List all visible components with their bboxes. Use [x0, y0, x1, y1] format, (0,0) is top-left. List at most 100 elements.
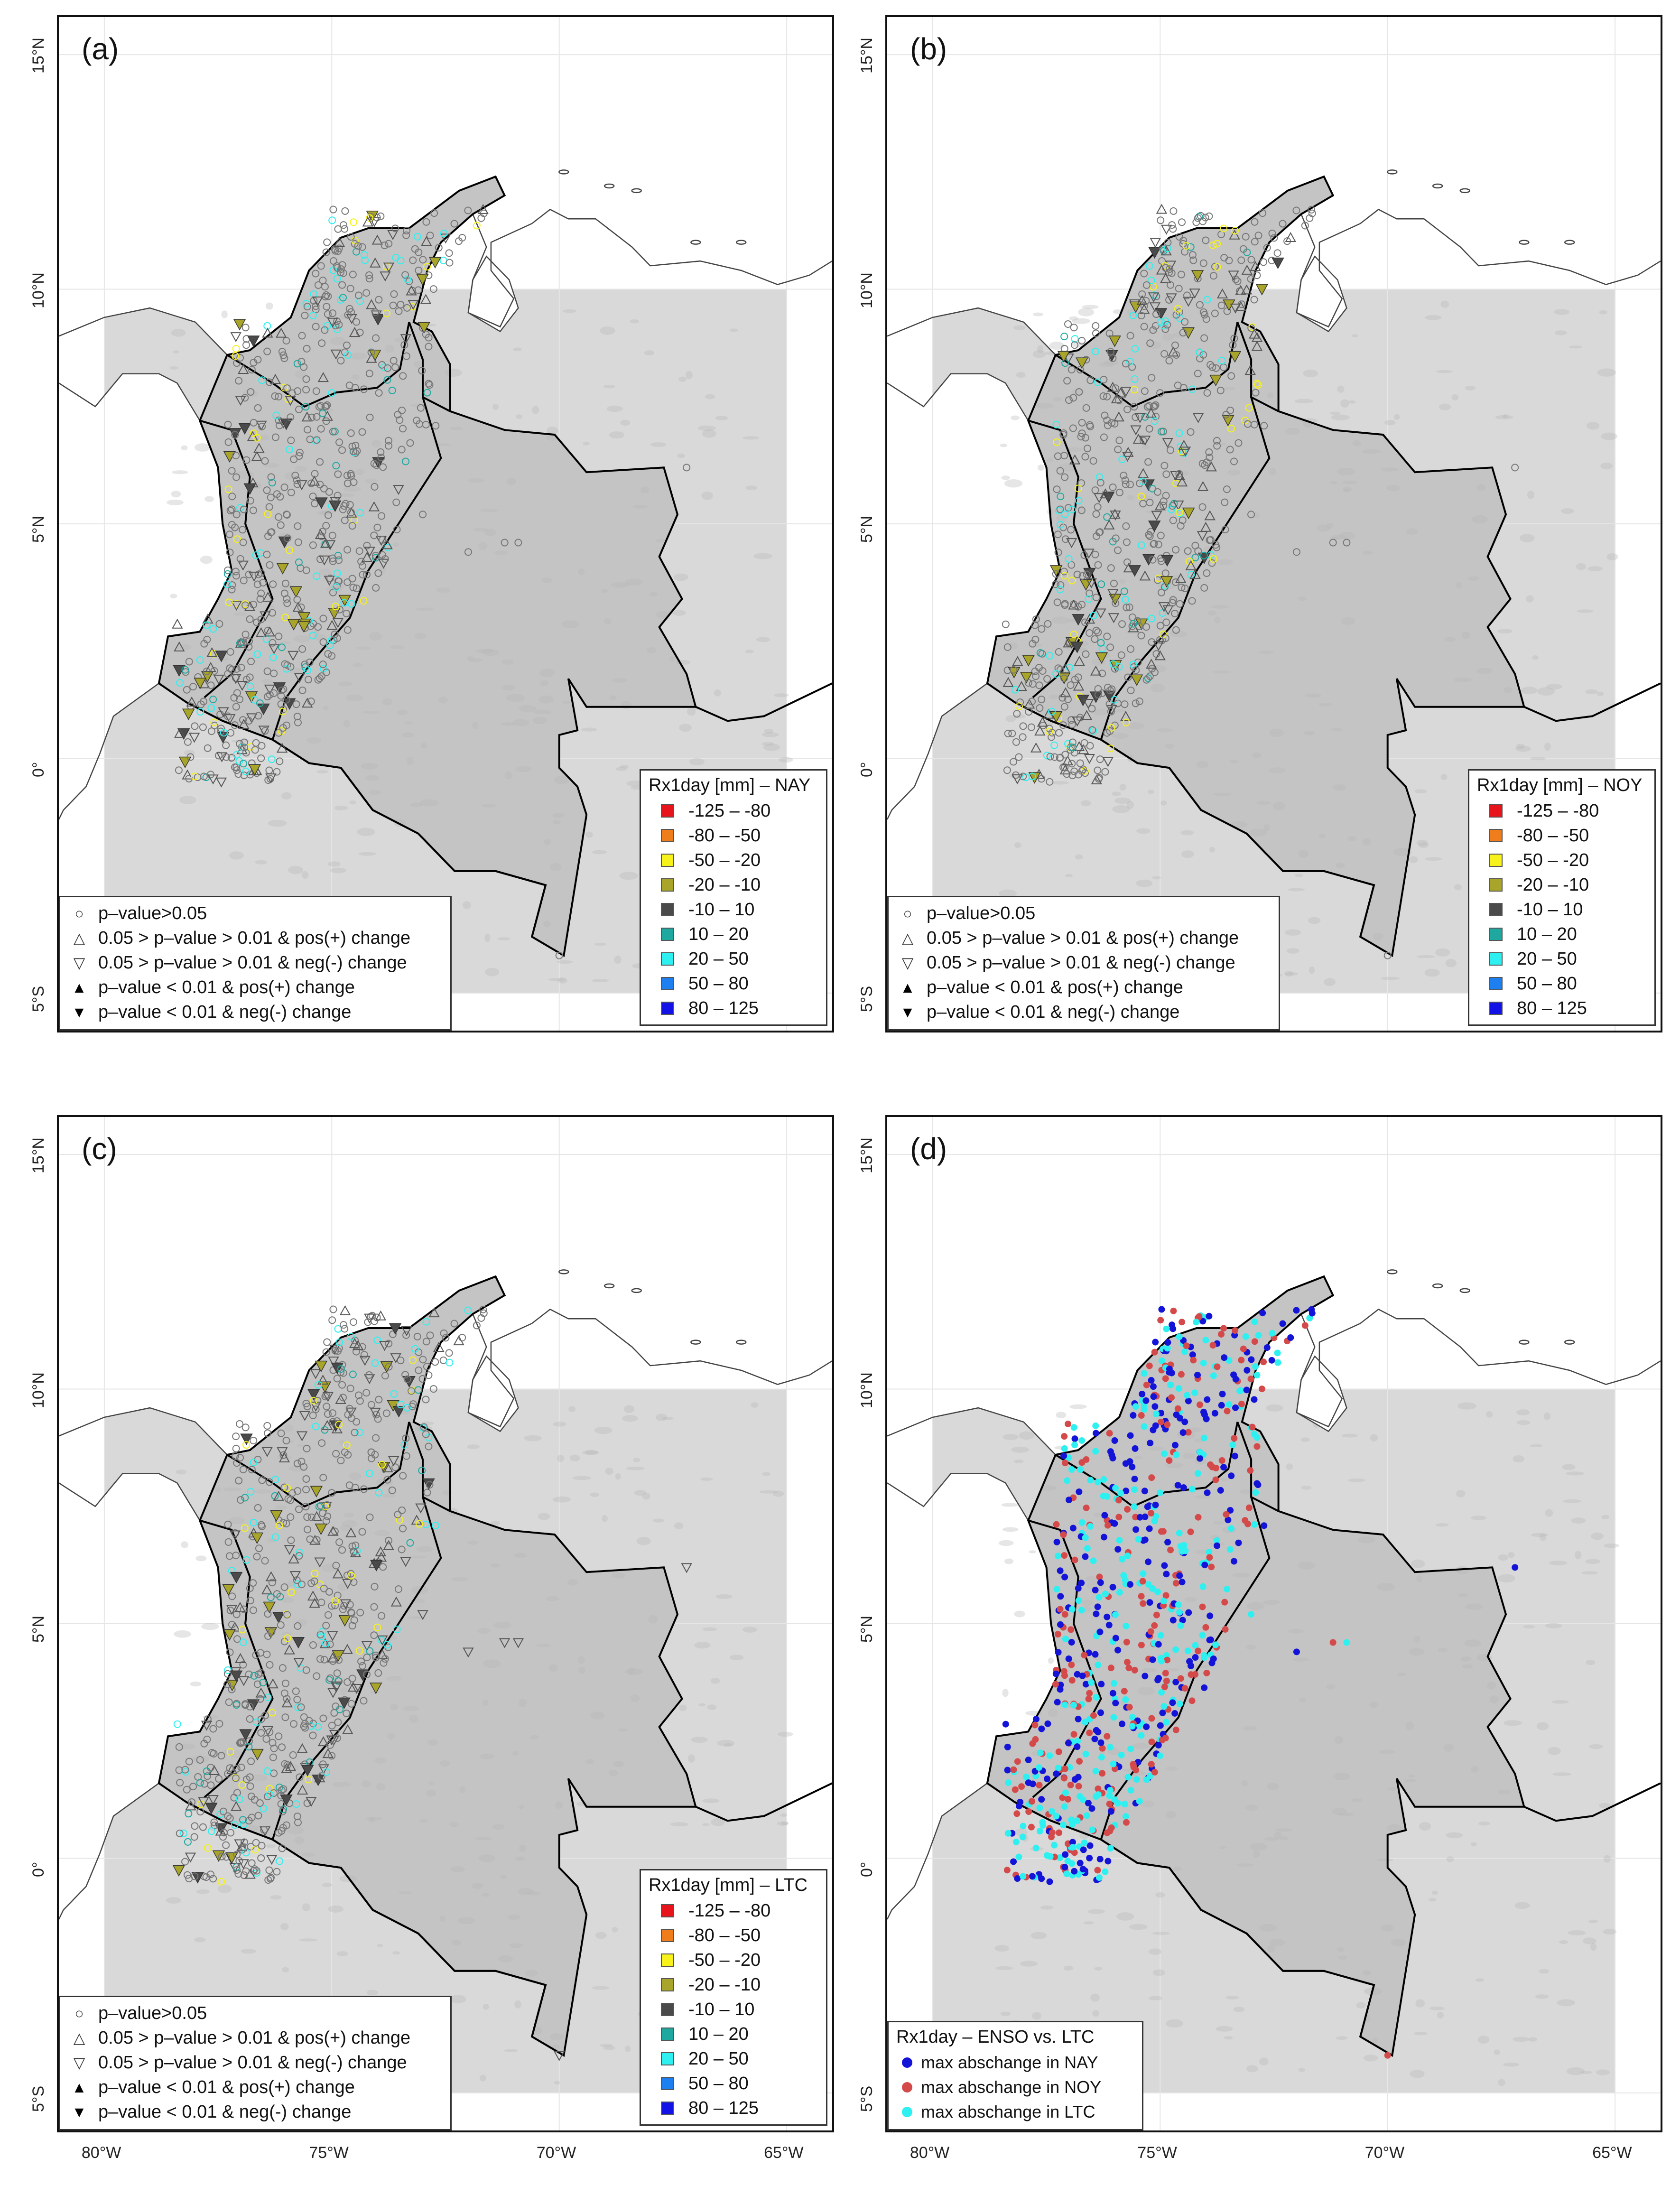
y-tick-label: 5°N: [858, 1615, 876, 1643]
significance-label: 0.05 > p–value > 0.01 & pos(+) change: [98, 928, 411, 948]
legend-swatch: [1489, 1002, 1503, 1015]
significance-symbol-icon: ▲: [72, 978, 87, 996]
legend-class-label: 80 – 125: [1517, 998, 1587, 1018]
legend-class-label: 50 – 80: [1517, 973, 1577, 994]
legend-class-row: -10 – 10: [1469, 897, 1654, 922]
significance-row: ▼ p–value < 0.01 & neg(-) change: [60, 1000, 450, 1024]
significance-label: p–value < 0.01 & pos(+) change: [927, 977, 1183, 997]
significance-row: △ 0.05 > p–value > 0.01 & pos(+) change: [889, 926, 1279, 950]
significance-label: 0.05 > p–value > 0.01 & pos(+) change: [927, 928, 1239, 948]
legend-class-label: -20 – -10: [1517, 874, 1589, 895]
legend-class-row: 50 – 80: [1469, 971, 1654, 996]
legend-swatch: [1489, 804, 1503, 818]
panel-label: (c): [82, 1132, 117, 1166]
legend-swatch: [661, 1904, 674, 1917]
legend-class-label: 20 – 50: [1517, 949, 1577, 969]
color-class-legend: Rx1day [mm] – NAY -125 – -80 -80 – -50 -50 …: [640, 769, 827, 1026]
significance-label: 0.05 > p–value > 0.01 & neg(-) change: [927, 952, 1235, 973]
significance-symbol-icon: ▲: [72, 2078, 87, 2096]
y-tick-label: 10°N: [29, 1372, 47, 1408]
legend-class-row: -10 – 10: [641, 1997, 826, 2022]
significance-symbol-icon: ▼: [72, 2103, 87, 2121]
legend-class-label: 10 – 20: [688, 924, 749, 944]
panel-label: (a): [82, 32, 119, 66]
significance-symbol-icon: △: [73, 930, 85, 947]
y-tick-label: 5°S: [858, 986, 876, 1012]
significance-symbol-icon: ○: [74, 904, 84, 922]
y-tick-label: 5°S: [29, 986, 47, 1012]
significance-row: ▲ p–value < 0.01 & pos(+) change: [60, 975, 450, 1000]
color-class-legend: Rx1day [mm] – NOY -125 – -80 -80 – -50 -50 …: [1468, 769, 1656, 1026]
y-tick-label: 15°N: [858, 1137, 876, 1174]
legend-class-row: 50 – 80: [641, 2071, 826, 2096]
legend-swatch: [661, 1978, 674, 1991]
legend-class-row: -50 – -20: [641, 1948, 826, 1972]
significance-label: 0.05 > p–value > 0.01 & pos(+) change: [98, 2028, 411, 2048]
x-tick-label: 70°W: [1364, 2144, 1405, 2162]
y-tick-label: 5°S: [29, 2085, 47, 2112]
legend-class-row: -20 – -10: [1469, 873, 1654, 897]
legend-class-row: -125 – -80: [641, 1898, 826, 1923]
map-svg-d: [887, 1117, 1661, 2130]
legend-swatch: [1489, 829, 1503, 842]
legend-class-row: 80 – 125: [641, 2096, 826, 2121]
legend-class-label: 50 – 80: [688, 2073, 749, 2093]
legend-class-row: 50 – 80: [641, 971, 826, 996]
legend-swatch: [1489, 903, 1503, 916]
legend-swatch: [661, 1929, 674, 1942]
legend-swatch: [661, 928, 674, 941]
significance-label: 0.05 > p–value > 0.01 & neg(-) change: [98, 2052, 407, 2073]
significance-row: ○ p–value>0.05: [60, 901, 450, 926]
significance-legend: ○ p–value>0.05 △ 0.05 > p–value > 0.01 & po…: [59, 896, 452, 1031]
significance-row: ▽ 0.05 > p–value > 0.01 & neg(-) change: [60, 950, 450, 975]
significance-legend: ○ p–value>0.05 △ 0.05 > p–value > 0.01 & po…: [59, 1996, 452, 2130]
enso-label: max abschange in LTC: [921, 2102, 1095, 2121]
legend-class-row: 80 – 125: [641, 996, 826, 1021]
map-panel-d: (d) Rx1day – ENSO vs. LTC max abschange i…: [885, 1115, 1662, 2132]
enso-dot-icon: [902, 2057, 912, 2068]
legend-class-row: -20 – -10: [641, 873, 826, 897]
legend-class-label: -20 – -10: [688, 1974, 761, 1995]
x-tick-label: 75°W: [309, 2144, 349, 2162]
x-tick-label: 80°W: [81, 2144, 121, 2162]
y-tick-label: 10°N: [858, 1372, 876, 1408]
y-tick-label: 10°N: [858, 272, 876, 308]
significance-symbol-icon: ▼: [72, 1003, 87, 1021]
legend-swatch: [661, 2028, 674, 2041]
enso-row: max abschange in LTC: [889, 2100, 1142, 2124]
y-tick-label: 5°N: [29, 1615, 47, 1643]
significance-symbol-icon: ○: [903, 904, 912, 922]
legend-class-label: -20 – -10: [688, 874, 761, 895]
enso-dot-icon: [902, 2082, 912, 2093]
legend-class-row: -50 – -20: [1469, 848, 1654, 873]
y-tick-label: 0°: [858, 762, 876, 778]
legend-class-label: -50 – -20: [688, 1950, 761, 1970]
significance-row: ▲ p–value < 0.01 & pos(+) change: [889, 975, 1279, 1000]
legend-swatch: [1489, 854, 1503, 867]
significance-label: p–value < 0.01 & pos(+) change: [98, 977, 355, 997]
legend-class-row: 10 – 20: [641, 922, 826, 947]
legend-class-label: 10 – 20: [688, 2024, 749, 2044]
legend-swatch: [1489, 952, 1503, 966]
legend-class-label: 20 – 50: [688, 2048, 749, 2069]
x-tick-label: 75°W: [1137, 2144, 1177, 2162]
legend-swatch: [661, 2003, 674, 2016]
y-tick-label: 15°N: [29, 1137, 47, 1174]
legend-class-row: 20 – 50: [1469, 947, 1654, 971]
legend-class-label: 20 – 50: [688, 949, 749, 969]
legend-swatch: [661, 977, 674, 990]
legend-swatch: [661, 2077, 674, 2090]
y-tick-label: 5°N: [29, 515, 47, 543]
significance-label: p–value < 0.01 & neg(-) change: [927, 1002, 1180, 1022]
panel-label: (d): [910, 1132, 947, 1166]
legend-swatch: [661, 878, 674, 892]
legend-class-label: -125 – -80: [1517, 800, 1599, 821]
significance-symbol-icon: ▽: [73, 2054, 85, 2071]
legend-class-row: -125 – -80: [641, 799, 826, 823]
y-tick-label: 15°N: [858, 37, 876, 74]
legend-class-label: -50 – -20: [1517, 850, 1589, 870]
significance-row: △ 0.05 > p–value > 0.01 & pos(+) change: [60, 2026, 450, 2050]
significance-symbol-icon: ▼: [900, 1003, 915, 1021]
enso-label: max abschange in NOY: [921, 2077, 1102, 2097]
legend-class-label: -80 – -50: [688, 1925, 761, 1945]
